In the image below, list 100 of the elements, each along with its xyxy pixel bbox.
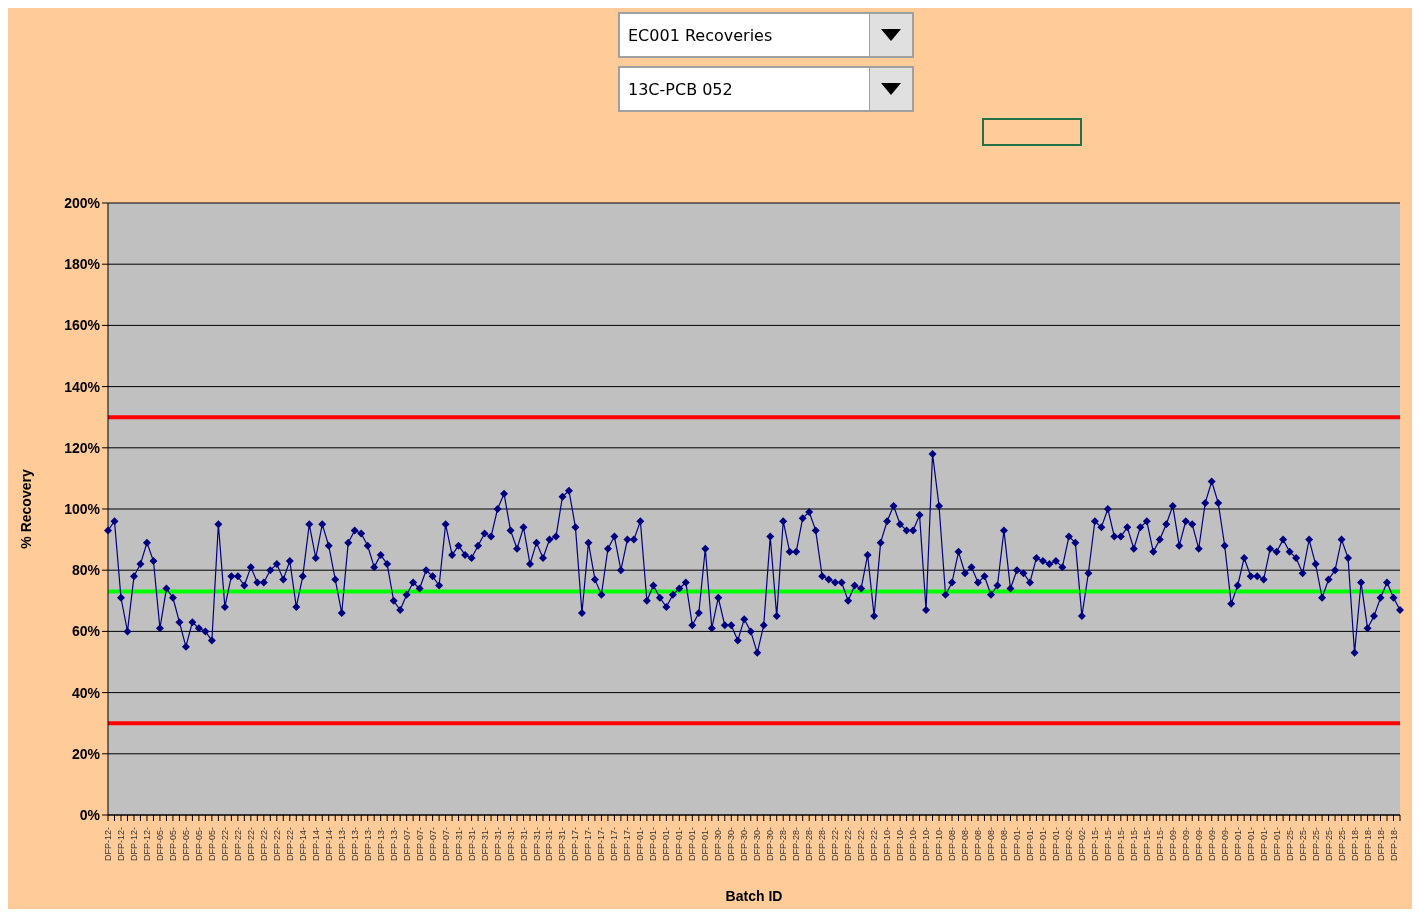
x-tick-label: DFP-01- [674,827,685,862]
x-tick-label: DFP-22- [869,827,880,862]
x-tick-label: DFP-22- [219,827,230,862]
x-tick-label: DFP-13- [336,827,347,862]
x-tick-label: DFP-01- [1232,827,1243,862]
x-tick-label: DFP-18- [1362,827,1373,862]
x-tick-label: DFP-30- [752,827,763,862]
x-tick-label: DFP-07- [414,827,425,862]
x-tick-label: DFP-01- [1271,827,1282,862]
x-tick-label: DFP-09- [1180,827,1191,862]
x-tick-label: DFP-12- [115,827,126,862]
x-tick-label: DFP-31- [518,827,529,862]
chart-subtitle: 13C-PCB 052 [627,79,734,99]
x-tick-label: DFP-01- [648,827,659,862]
x-tick-label: DFP-05- [167,827,178,862]
x-tick-label: DFP-07- [440,827,451,862]
x-tick-label: DFP-10- [934,827,945,862]
x-tick-label: DFP-15- [1089,827,1100,862]
x-tick-label: DFP-25- [1323,827,1334,862]
x-tick-label: DFP-17- [596,827,607,862]
x-tick-label: DFP-01- [661,827,672,862]
x-tick-label: DFP-12- [141,827,152,862]
x-tick-label: DFP-17- [609,827,620,862]
x-tick-label: DFP-30- [765,827,776,862]
x-tick-label: DFP-15- [1141,827,1152,862]
x-tick-label: DFP-13- [375,827,386,862]
x-tick-label: DFP-28- [778,827,789,862]
x-tick-label: DFP-09- [1167,827,1178,862]
x-tick-label: DFP-17- [570,827,581,862]
y-tick-label: 200% [64,194,101,211]
x-tick-label: DFP-10- [908,827,919,862]
y-tick-label: 20% [71,745,101,762]
x-tick-label: DFP-22- [856,827,867,862]
x-tick-label: DFP-01- [1245,827,1256,862]
x-tick-label: DFP-01- [1258,827,1269,862]
x-tick-label: DFP-01- [635,827,646,862]
x-tick-label: DFP-28- [791,827,802,862]
x-tick-label: DFP-02- [1063,827,1074,862]
x-tick-label: DFP-10- [921,827,932,862]
x-tick-label: DFP-22- [232,827,243,862]
x-tick-label: DFP-31- [557,827,568,862]
x-tick-label: DFP-01- [1011,827,1022,862]
x-tick-label: DFP-31- [466,827,477,862]
x-tick-label: DFP-08- [972,827,983,862]
x-tick-label: DFP-18- [1349,827,1360,862]
x-tick-label: DFP-05- [206,827,217,862]
x-tick-label: DFP-22- [258,827,269,862]
x-tick-label: DFP-09- [1219,827,1230,862]
y-tick-label: 180% [64,256,101,273]
x-tick-label: DFP-13- [349,827,360,862]
x-axis-title: Batch ID [725,888,783,904]
x-tick-label: DFP-22- [271,827,282,862]
x-tick-label: DFP-08- [985,827,996,862]
x-tick-label: DFP-01- [1037,827,1048,862]
x-tick-label: DFP-22- [284,827,295,862]
x-tick-label: DFP-09- [1193,827,1204,862]
x-tick-label: DFP-01- [1050,827,1061,862]
y-tick-label: 40% [71,684,101,701]
x-tick-label: DFP-17- [622,827,633,862]
x-tick-label: DFP-31- [453,827,464,862]
x-tick-label: DFP-15- [1154,827,1165,862]
x-tick-label: DFP-13- [362,827,373,862]
x-tick-label: DFP-28- [817,827,828,862]
y-axis-title: % Recovery [17,469,34,549]
x-tick-label: DFP-28- [804,827,815,862]
x-tick-label: DFP-18- [1375,827,1386,862]
x-tick-label: DFP-14- [297,827,308,862]
x-tick-label: DFP-15- [1128,827,1139,862]
y-tick-label: 100% [64,500,101,517]
x-tick-label: DFP-31- [531,827,542,862]
y-tick-label: 80% [71,562,101,579]
x-tick-label: DFP-31- [492,827,503,862]
y-tick-label: 160% [64,317,101,334]
x-tick-label: DFP-30- [713,827,724,862]
x-tick-label: DFP-12- [103,827,113,862]
x-tick-label: DFP-13- [388,827,399,862]
x-tick-label: DFP-12- [128,827,139,862]
x-tick-label: DFP-22- [843,827,854,862]
x-tick-label: DFP-05- [180,827,191,862]
y-tick-label: 60% [71,623,101,640]
x-tick-label: DFP-01- [700,827,711,862]
x-tick-label: DFP-22- [830,827,841,862]
x-tick-label: DFP-18- [1388,827,1399,862]
y-tick-label: 140% [64,378,101,395]
x-tick-label: DFP-08- [960,827,971,862]
x-tick-label: DFP-02- [1076,827,1087,862]
y-tick-label: 0% [79,806,101,823]
x-tick-label: DFP-05- [154,827,165,862]
x-tick-label: DFP-31- [479,827,490,862]
x-tick-label: DFP-25- [1297,827,1308,862]
x-tick-label: DFP-25- [1284,827,1295,862]
x-tick-label: DFP-31- [505,827,516,862]
x-tick-label: DFP-01- [1024,827,1035,862]
x-tick-label: DFP-31- [544,827,555,862]
x-tick-label: DFP-15- [1102,827,1113,862]
x-tick-label: DFP-22- [245,827,256,862]
x-tick-label: DFP-08- [998,827,1009,862]
x-tick-label: DFP-15- [1115,827,1126,862]
chart-title: EC001 Recoveries [627,25,774,45]
x-tick-label: DFP-10- [895,827,906,862]
